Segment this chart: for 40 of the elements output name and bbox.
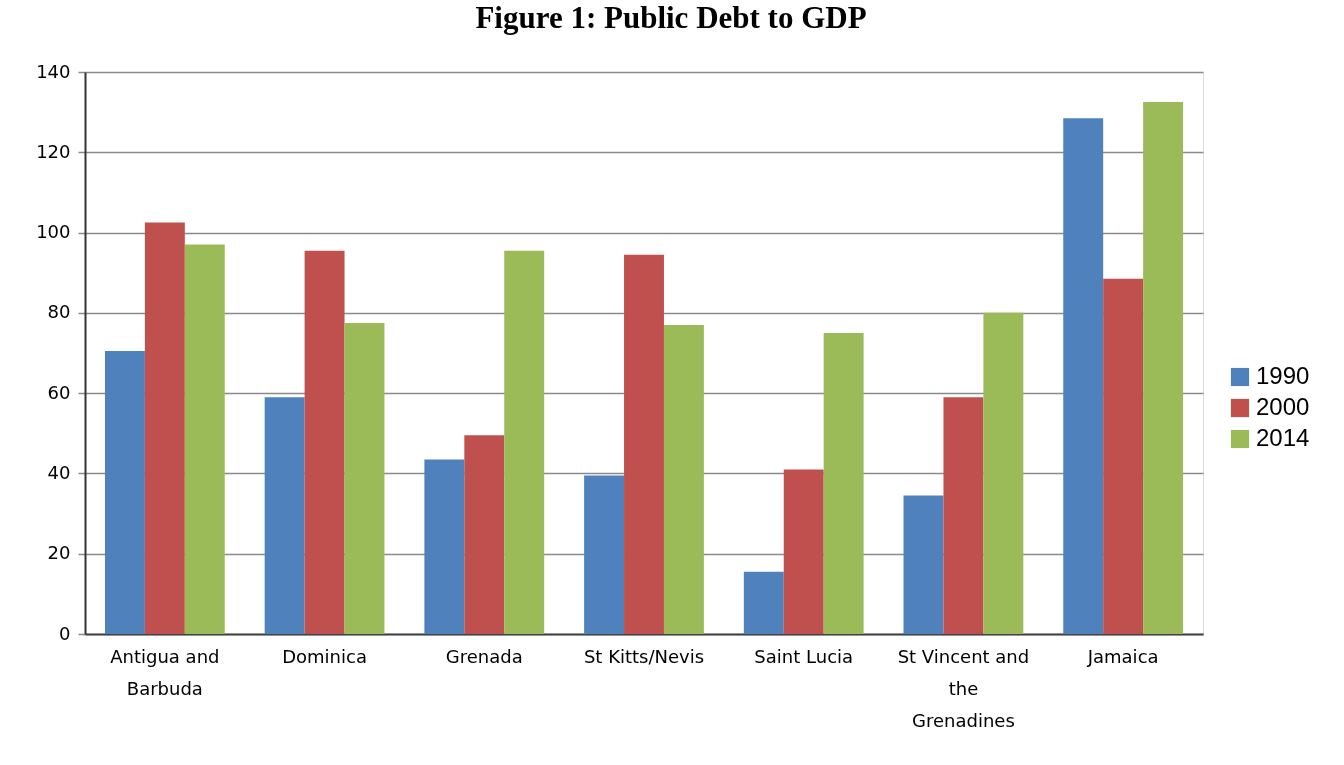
- bar: [663, 324, 704, 634]
- bar: [464, 435, 505, 634]
- bar: [344, 322, 385, 634]
- x-tick-label: St Vincent and the Grenadines: [897, 645, 1030, 731]
- y-tick-label: 20: [47, 542, 71, 564]
- bar: [504, 250, 545, 634]
- y-tick-label: 60: [47, 381, 71, 403]
- bar: [823, 332, 864, 634]
- y-tick-label: 120: [36, 140, 71, 162]
- bar: [584, 475, 625, 634]
- x-tick-label: Grenada: [445, 645, 523, 667]
- x-tick-label: Dominica: [282, 645, 367, 667]
- bar: [743, 571, 784, 634]
- x-tick-label: Jamaica: [1086, 645, 1159, 667]
- bar: [943, 397, 984, 634]
- y-tick-label: 0: [59, 622, 71, 644]
- bar: [1103, 278, 1144, 634]
- bar: [104, 350, 145, 634]
- y-tick-label: 140: [36, 60, 71, 82]
- bar: [424, 459, 465, 634]
- chart-title: Figure 1: Public Debt to GDP: [475, 0, 867, 35]
- bar: [144, 222, 185, 634]
- legend-label: 2014: [1256, 424, 1310, 451]
- bar: [184, 244, 225, 634]
- x-tick-label: Saint Lucia: [754, 645, 854, 667]
- bar: [264, 397, 305, 634]
- bar: [783, 469, 824, 634]
- bar: [1063, 118, 1104, 634]
- y-tick-label: 80: [47, 301, 71, 323]
- bar: [624, 254, 664, 634]
- bar: [903, 495, 944, 634]
- x-tick-label: St Kitts/Nevis: [583, 645, 705, 667]
- y-tick-label: 40: [47, 461, 71, 483]
- bar: [304, 250, 345, 634]
- bar: [1143, 102, 1184, 634]
- legend-label: 1990: [1256, 362, 1310, 389]
- x-tick-label: Antigua and Barbuda: [110, 645, 220, 699]
- y-tick-label: 100: [36, 221, 71, 243]
- legend-label: 2000: [1256, 393, 1310, 420]
- bar: [983, 312, 1024, 634]
